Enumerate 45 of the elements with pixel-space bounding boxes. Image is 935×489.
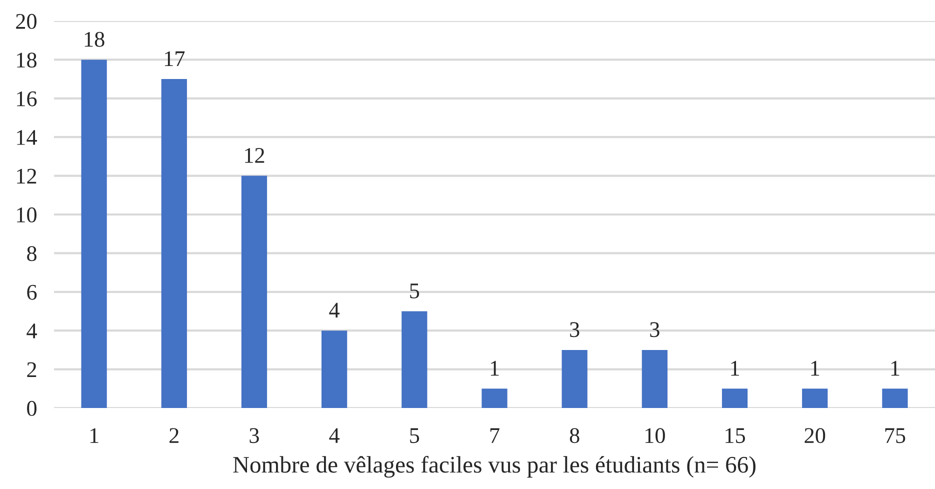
x-tick-label: 2 <box>170 428 178 443</box>
y-tick-label: 2 <box>27 362 36 378</box>
data-label: 1 <box>490 360 499 376</box>
data-label: 12 <box>245 148 264 163</box>
y-tick-label: 4 <box>26 324 37 338</box>
x-tick-label: 3 <box>250 428 259 444</box>
y-tick-label: 16 <box>17 91 37 106</box>
y-tick-label: 18 <box>17 52 36 68</box>
bar <box>241 176 268 408</box>
x-tick-label: 1 <box>90 428 98 443</box>
bar <box>402 311 428 408</box>
x-tick-label: 10 <box>646 428 665 444</box>
x-tick-label: 75 <box>885 428 906 444</box>
bar <box>562 350 588 408</box>
data-label: 1 <box>731 360 739 376</box>
x-tick-label: 20 <box>804 428 826 444</box>
data-label: 4 <box>329 302 340 318</box>
bar <box>322 330 348 408</box>
bar <box>882 388 908 408</box>
bar <box>161 79 187 408</box>
data-label: 3 <box>650 322 660 338</box>
y-tick-label: 8 <box>27 246 36 262</box>
data-label: 3 <box>570 322 580 338</box>
data-label: 17 <box>164 51 185 66</box>
x-tick-label: 5 <box>410 428 420 444</box>
x-tick-label: 8 <box>570 428 580 444</box>
bar <box>802 388 828 408</box>
bar <box>642 350 668 408</box>
data-label: 1 <box>891 360 900 376</box>
data-label: 1 <box>811 360 820 376</box>
bar <box>722 388 748 408</box>
x-tick-label: 4 <box>329 428 340 443</box>
y-tick-label: 10 <box>17 207 36 222</box>
y-tick-label: 20 <box>16 14 36 29</box>
data-label: 18 <box>84 32 104 47</box>
y-tick-label: 14 <box>17 130 37 145</box>
y-tick-label: 6 <box>27 284 37 300</box>
data-label: 5 <box>410 284 420 298</box>
bar <box>81 60 107 408</box>
y-tick-label: 12 <box>17 168 36 184</box>
y-tick-label: 0 <box>27 400 36 416</box>
x-tick-label: 7 <box>490 428 500 443</box>
x-tick-label: 15 <box>726 428 746 444</box>
bar <box>482 388 508 408</box>
x-axis-title: Nombre de vêlages faciles vus par les étudiants (n= 66) <box>233 456 756 478</box>
